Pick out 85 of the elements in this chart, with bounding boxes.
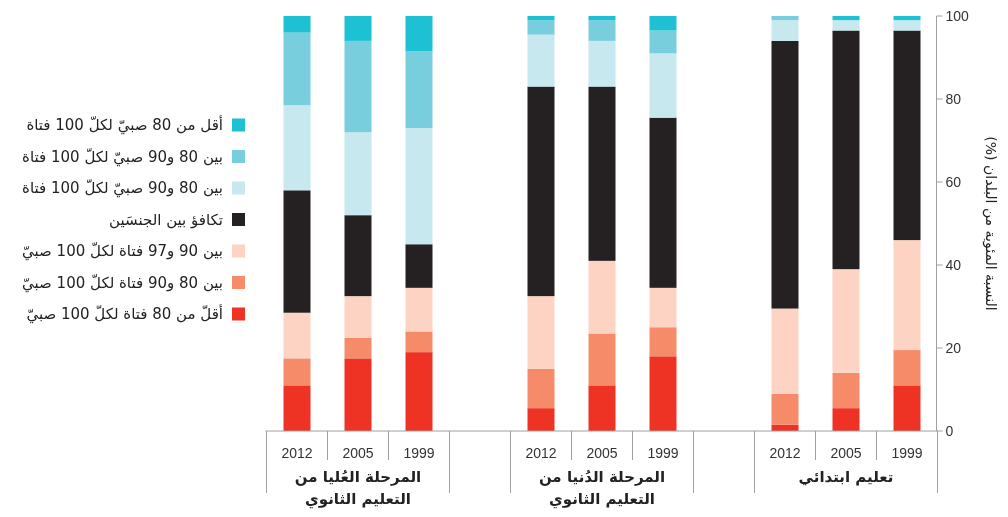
bar (832, 372, 860, 409)
bar (405, 244, 433, 288)
bar (344, 337, 372, 359)
bar (527, 16, 555, 21)
bar (405, 331, 433, 353)
bar (588, 86, 616, 261)
y-axis-title: النسبة المئوية من البلدان (%) (982, 136, 999, 311)
bar (588, 16, 616, 21)
bar (832, 16, 860, 21)
bar (588, 260, 616, 334)
bar (527, 86, 555, 297)
bar (649, 16, 677, 31)
bar (588, 40, 616, 87)
bar (283, 312, 311, 359)
bar (649, 356, 677, 431)
x-tick-label: 1999 (403, 445, 435, 461)
bar (893, 16, 921, 21)
bar (832, 20, 860, 31)
y-tick-label: 0 (945, 423, 954, 439)
bar (588, 385, 616, 431)
text: المرحلة الدُنيا من التعليم الثانوي (537, 467, 667, 510)
bar (832, 408, 860, 431)
bar (893, 240, 921, 351)
bar (893, 385, 921, 431)
x-tick-label: 2012 (525, 445, 557, 461)
bar (771, 308, 799, 394)
bar (405, 16, 433, 52)
bar (771, 16, 799, 21)
x-tick-label: 2012 (769, 445, 801, 461)
bar (283, 358, 311, 386)
bar (344, 358, 372, 431)
bar (283, 32, 311, 106)
bar (283, 385, 311, 431)
bar (344, 40, 372, 133)
legend-label: أقل من 80 صبيّ لكلّ 100 فتاة (26, 115, 223, 135)
text: تعليم ابتدائي (797, 467, 895, 488)
bar (588, 333, 616, 386)
bar (283, 105, 311, 191)
bar (405, 287, 433, 332)
y-tick-label: 40 (945, 257, 962, 273)
bar (649, 53, 677, 118)
bar (344, 296, 372, 338)
x-tick-label: 1999 (647, 445, 679, 461)
legend-label: بين 90 و97 فتاة لكلّ 100 صبيّ (22, 242, 223, 261)
bar (771, 20, 799, 41)
bar (527, 34, 555, 87)
bar (405, 352, 433, 431)
bar (344, 215, 372, 297)
bar (527, 296, 555, 369)
bar (588, 20, 616, 41)
bar (832, 30, 860, 270)
bar (649, 30, 677, 54)
y-tick-label: 80 (945, 91, 962, 107)
bar (893, 350, 921, 386)
bar (771, 393, 799, 425)
bar (405, 128, 433, 245)
legend-label: أقلّ من 80 فتاة لكلّ 100 صبيّ (26, 304, 223, 324)
legend-label: تكافؤ بين الجنسَين (109, 210, 223, 229)
bar (649, 117, 677, 288)
y-tick-label: 100 (945, 8, 970, 24)
legend-label: بين 80 و90 صبيّ لكلّ 100 فتاة (22, 179, 223, 198)
bar (344, 16, 372, 41)
bar (527, 20, 555, 35)
y-tick-label: 20 (945, 340, 962, 356)
x-tick-label: 2005 (586, 445, 618, 461)
bar (283, 190, 311, 313)
bar (893, 20, 921, 31)
bar (649, 287, 677, 328)
legend-label: بين 80 و90 فتاة لكلّ 100 صبيّ (22, 273, 223, 293)
legend-label: بين 80 و90 صبيّ لكلّ 100 فتاة (22, 147, 223, 167)
x-tick-label: 2005 (342, 445, 374, 461)
x-tick-label: 2012 (281, 445, 313, 461)
bar (771, 40, 799, 309)
bar (344, 132, 372, 216)
bar (527, 368, 555, 409)
y-tick-label: 60 (945, 174, 962, 190)
bar (893, 30, 921, 241)
x-tick-label: 1999 (891, 445, 923, 461)
bar (832, 269, 860, 373)
bar (283, 16, 311, 33)
x-tick-label: 2005 (830, 445, 862, 461)
bar (527, 408, 555, 431)
bar (649, 327, 677, 357)
bar (405, 51, 433, 129)
text: المرحلة العُليا من التعليم الثانوي (293, 467, 423, 510)
